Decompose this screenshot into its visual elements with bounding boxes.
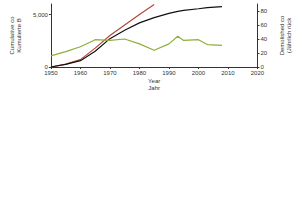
svg-text:2010: 2010: [221, 70, 235, 76]
svg-text:1950: 1950: [44, 70, 58, 76]
svg-text:Jahr: Jahr: [148, 85, 160, 91]
svg-text:60: 60: [260, 22, 267, 28]
svg-text:Cumulative co: Cumulative co: [9, 16, 15, 55]
svg-text:1980: 1980: [133, 70, 147, 76]
svg-text:1970: 1970: [103, 70, 117, 76]
svg-text:20: 20: [260, 50, 267, 56]
svg-text:0: 0: [260, 64, 264, 70]
svg-text:40: 40: [260, 36, 267, 42]
svg-text:0: 0: [44, 64, 48, 70]
svg-text:80: 80: [260, 8, 267, 14]
svg-text:Demolished co: Demolished co: [279, 15, 285, 55]
svg-text:2000: 2000: [192, 70, 206, 76]
svg-text:Year: Year: [148, 78, 160, 84]
svg-text:Kumulierte B: Kumulierte B: [16, 18, 22, 52]
svg-text:1990: 1990: [162, 70, 176, 76]
svg-text:5,000: 5,000: [33, 12, 49, 18]
svg-text:2020: 2020: [251, 70, 265, 76]
svg-text:(Jährlich rück: (Jährlich rück: [286, 17, 292, 54]
svg-text:1960: 1960: [74, 70, 88, 76]
